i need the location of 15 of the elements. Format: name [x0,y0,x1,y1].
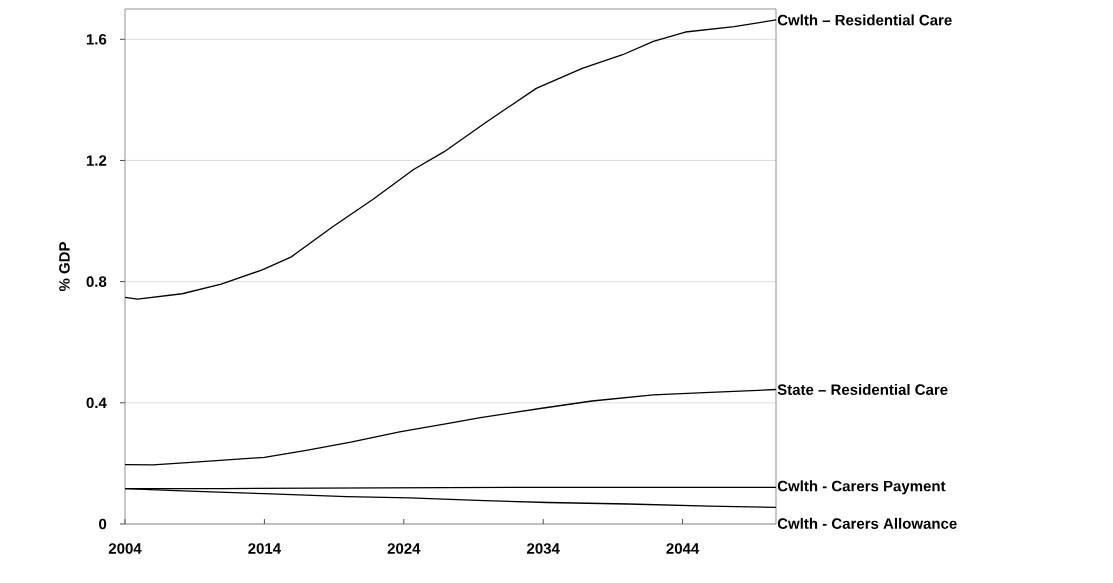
series-label: Cwlth - Carers Payment [777,480,946,495]
x-tick-label: 2004 [108,543,142,554]
y-tick-label: 0.4 [86,397,107,409]
y-tick-label: 0 [99,518,107,530]
x-tick-label: 2034 [527,543,560,554]
x-tick-label: 2014 [248,543,282,554]
series-label: Cwlth - Carers Allowance [777,517,957,529]
y-axis-title: % GDP [59,242,70,292]
y-tick-label: 1.6 [86,33,107,45]
series-label: State – Residential Care [777,383,948,395]
x-tick-label: 2044 [666,543,700,554]
x-tick-label: 2024 [387,543,421,554]
y-tick-label: 0.8 [86,276,107,287]
series-label: Cwlth – Residential Care [777,14,952,26]
y-tick-label: 1.2 [86,155,107,166]
